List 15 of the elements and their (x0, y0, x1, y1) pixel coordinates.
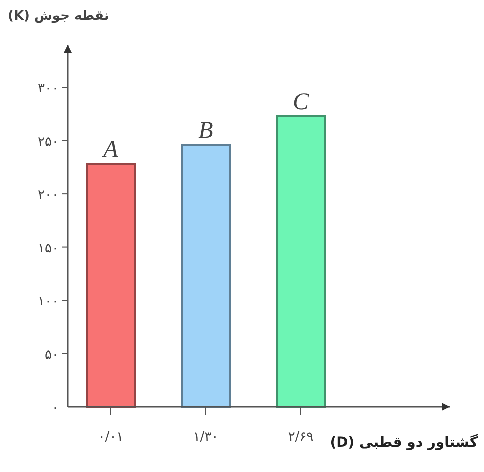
y-axis-title: نقطه جوش (K) (8, 9, 110, 24)
y-tick-label: ۳۰۰ (38, 82, 59, 97)
annotation: C (292, 89, 310, 116)
x-tick-label: ۲/۶۹ (288, 430, 314, 445)
x-axis-title: گشتاور دو قطبی (D) (330, 434, 479, 451)
y-tick-label: ۵۰ (45, 348, 59, 363)
annotation: A (102, 137, 119, 164)
y-tick-label: ۱۰۰ (38, 294, 59, 310)
x-tick-label: ۰/۰۱ (98, 430, 124, 445)
x-tick-label: ۱/۳۰ (193, 430, 219, 445)
y-tick-label: ۲۵۰ (38, 134, 59, 150)
y-tick-label: ۱۵۰ (38, 241, 59, 256)
annotation: B (198, 118, 214, 144)
y-tick-label: ۰ (52, 401, 59, 416)
y-tick-label: ۲۰۰ (38, 188, 59, 204)
